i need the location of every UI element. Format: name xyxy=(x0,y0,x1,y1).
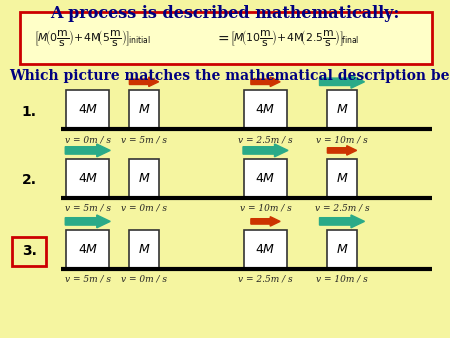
Text: $4M$: $4M$ xyxy=(255,243,276,256)
Text: 3.: 3. xyxy=(22,244,37,258)
Bar xyxy=(67,159,109,198)
FancyArrow shape xyxy=(65,144,110,157)
Bar xyxy=(328,230,356,269)
Text: v = 0m / s: v = 0m / s xyxy=(121,275,167,284)
Text: v = 2.5m / s: v = 2.5m / s xyxy=(238,275,293,284)
FancyArrow shape xyxy=(320,215,365,228)
Text: v = 5m / s: v = 5m / s xyxy=(121,135,167,144)
FancyArrow shape xyxy=(251,77,280,87)
Text: v = 0m / s: v = 0m / s xyxy=(65,135,111,144)
Text: $4M$: $4M$ xyxy=(77,103,98,116)
Text: v = 10m / s: v = 10m / s xyxy=(316,135,368,144)
FancyArrow shape xyxy=(65,215,110,228)
Text: $M$: $M$ xyxy=(138,243,150,256)
Text: $M$: $M$ xyxy=(336,103,348,116)
Text: Which picture matches the mathematical description best?: Which picture matches the mathematical d… xyxy=(9,69,450,83)
Bar xyxy=(328,159,356,198)
Text: $\left[M\!\left(0\dfrac{\rm m}{\rm s}\right)\!+\!4M\!\left(5\dfrac{\rm m}{\rm s}: $\left[M\!\left(0\dfrac{\rm m}{\rm s}\ri… xyxy=(34,28,150,48)
Bar xyxy=(244,90,287,129)
Text: 2.: 2. xyxy=(22,173,37,187)
Bar xyxy=(130,90,158,129)
Bar xyxy=(328,90,356,129)
Text: $4M$: $4M$ xyxy=(255,103,276,116)
Text: v = 0m / s: v = 0m / s xyxy=(121,204,167,213)
FancyArrow shape xyxy=(243,144,288,157)
Text: $4M$: $4M$ xyxy=(77,172,98,185)
Bar xyxy=(67,90,109,129)
Text: $4M$: $4M$ xyxy=(255,172,276,185)
Text: v = 5m / s: v = 5m / s xyxy=(65,275,111,284)
Text: 1.: 1. xyxy=(22,105,37,119)
Text: v = 5m / s: v = 5m / s xyxy=(65,204,111,213)
Bar xyxy=(13,237,46,266)
Text: v = 10m / s: v = 10m / s xyxy=(239,204,292,213)
Text: $\left[M\!\left(10\dfrac{\rm m}{\rm s}\right)\!+\!4M\!\left(2.5\dfrac{\rm m}{\rm: $\left[M\!\left(10\dfrac{\rm m}{\rm s}\r… xyxy=(230,28,359,48)
FancyArrow shape xyxy=(328,146,356,155)
Bar xyxy=(130,230,158,269)
Bar xyxy=(67,230,109,269)
Text: $M$: $M$ xyxy=(138,172,150,185)
Text: $M$: $M$ xyxy=(336,172,348,185)
Text: $4M$: $4M$ xyxy=(77,243,98,256)
Text: $M$: $M$ xyxy=(336,243,348,256)
Text: $=$: $=$ xyxy=(216,31,230,45)
Text: A process is described mathematically:: A process is described mathematically: xyxy=(50,5,400,22)
FancyArrow shape xyxy=(251,217,280,226)
FancyArrow shape xyxy=(130,77,158,87)
Text: v = 10m / s: v = 10m / s xyxy=(316,275,368,284)
FancyArrow shape xyxy=(320,75,365,88)
Text: v = 2.5m / s: v = 2.5m / s xyxy=(315,204,369,213)
Bar xyxy=(244,230,287,269)
Text: v = 2.5m / s: v = 2.5m / s xyxy=(238,135,293,144)
FancyBboxPatch shape xyxy=(20,12,432,64)
Text: $M$: $M$ xyxy=(138,103,150,116)
Bar xyxy=(130,159,158,198)
Bar xyxy=(244,159,287,198)
